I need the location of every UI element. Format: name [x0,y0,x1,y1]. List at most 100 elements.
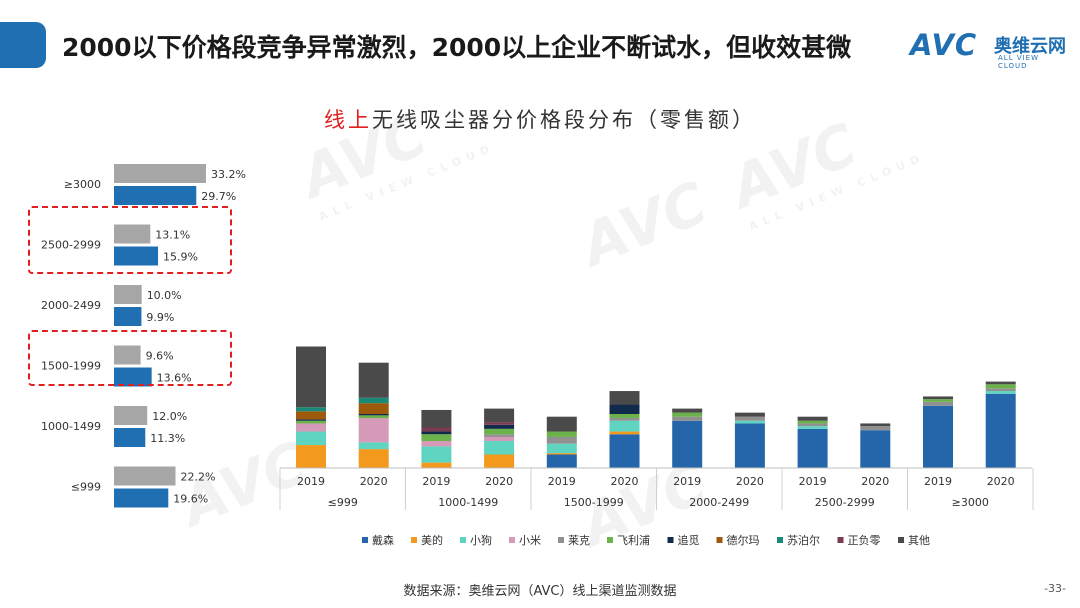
stack-segment-戴森 [734,423,765,468]
year-tick-label: 2019 [422,475,450,488]
stack-segment-飞利浦 [923,399,953,402]
stack-segment-小狗 [609,420,640,432]
stack-segment-小狗 [985,391,1016,394]
data-label: 19.6% [173,493,208,506]
data-label: 29.7% [201,190,236,203]
data-label: 13.6% [157,372,192,385]
legend-label: 苏泊尔 [787,534,820,547]
legend-swatch-苏泊尔 [777,537,783,543]
logo-mark: AVC [910,28,978,62]
stack-segment-追觅 [484,424,515,429]
price-group-label: ≥3000 [952,496,989,509]
legend-label: 正负零 [848,533,881,547]
legend-label: 追觅 [678,533,700,547]
category-label: ≥3000 [64,178,101,191]
stack-segment-小米 [296,423,326,432]
stack-segment-戴森 [923,405,953,468]
year-tick-label: 2020 [861,475,889,488]
chart-title: 线上无线吸尘器分价格段分布（零售额） [0,104,1080,134]
legend-label: 戴森 [372,533,394,547]
stack-segment-小狗 [734,420,765,424]
legend-label: 德尔玛 [727,533,760,547]
category-label: 1500-1999 [41,360,101,373]
year-tick-label: 2020 [987,475,1015,488]
page-title: 2000以下价格段竞争异常激烈，2000以上企业不断试水，但收效甚微 [62,33,852,62]
stack-segment-飞利浦 [985,384,1016,389]
stack-segment-其他 [296,346,326,408]
legend-label: 飞利浦 [617,534,650,547]
stack-segment-其他 [484,408,515,423]
bar-2020 [114,488,169,508]
stack-segment-其他 [860,423,891,427]
page-number: -33- [1044,582,1066,595]
chart-title-highlight: 线上 [324,108,372,132]
data-label: 9.6% [146,350,174,363]
stack-segment-小狗 [797,426,828,429]
stack-segment-追觅 [296,419,326,421]
stack-segment-飞利浦 [484,428,515,435]
stack-segment-飞利浦 [296,420,326,424]
stack-segment-其他 [609,391,640,405]
stack-segment-飞利浦 [609,414,640,419]
year-tick-label: 2019 [548,475,576,488]
stack-segment-飞利浦 [797,420,828,424]
year-tick-label: 2020 [736,475,764,488]
year-tick-label: 2019 [297,475,325,488]
stack-segment-莱克 [734,416,765,421]
stack-segment-小狗 [421,446,452,463]
year-tick-label: 2020 [485,475,513,488]
data-label: 11.3% [150,432,185,445]
legend-swatch-飞利浦 [607,537,613,543]
bar-2019 [114,406,148,425]
year-tick-label: 2020 [360,475,388,488]
bar-2020 [114,428,146,447]
header-accent-block [0,22,46,68]
legend-label: 小米 [519,534,541,547]
stack-segment-美的 [421,462,452,468]
legend-swatch-小狗 [460,537,466,543]
legend-swatch-正负零 [837,537,844,543]
stack-segment-小狗 [296,431,326,446]
stack-segment-戴森 [672,420,703,468]
logo-chinese-name: 奥维云网 [994,36,1066,57]
data-label: 22.2% [180,471,215,484]
stack-segment-莱克 [546,436,577,444]
stack-segment-莱克 [797,423,828,427]
data-label: 9.9% [146,311,174,324]
stack-segment-戴森 [985,393,1016,468]
stack-segment-小狗 [484,441,515,455]
stack-segment-小米 [421,441,452,447]
price-group-label: 1000-1499 [438,496,498,509]
price-group-label: 1500-1999 [564,496,624,509]
bar-2019 [114,466,176,486]
legend-swatch-小米 [509,537,515,543]
year-tick-label: 2019 [924,475,952,488]
stack-segment-美的 [609,431,640,435]
category-label: 2000-2499 [41,299,101,312]
stack-segment-莱克 [609,418,640,421]
bar-2019 [114,224,151,244]
bar-2020 [114,367,152,387]
stack-segment-苏泊尔 [296,407,326,412]
data-label: 33.2% [211,168,246,181]
stack-segment-追觅 [421,431,452,435]
data-label: 13.1% [155,229,190,242]
stack-segment-戴森 [609,434,640,468]
stack-segment-其他 [672,408,703,413]
bar-2019 [114,164,206,183]
data-label: 10.0% [147,289,182,302]
legend-label: 美的 [421,533,443,547]
category-label: 2500-2999 [41,239,101,252]
bar-2019 [114,285,142,304]
category-label: ≤999 [71,481,101,494]
stack-segment-美的 [296,445,326,468]
category-label: 1000-1499 [41,420,101,433]
stack-segment-其他 [734,412,765,417]
stack-segment-美的 [358,449,389,468]
stack-segment-飞利浦 [672,412,703,417]
highlight-box-1500-1999 [28,330,232,386]
bar-2020 [114,246,159,266]
legend-swatch-戴森 [362,537,368,543]
stack-segment-其他 [421,409,452,428]
stack-segment-小米 [484,436,515,441]
